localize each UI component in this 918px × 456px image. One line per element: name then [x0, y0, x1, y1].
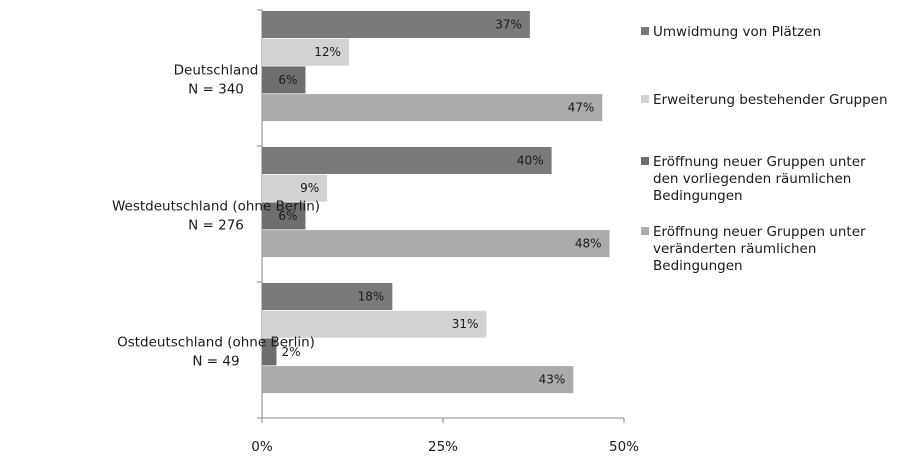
bars: [262, 11, 610, 394]
legend-label: Umwidmung von Plätzen: [653, 24, 821, 40]
data-label: 31%: [452, 317, 479, 331]
category-label: N = 49: [192, 354, 239, 370]
category-label: Deutschland: [174, 63, 259, 79]
bar: [262, 230, 610, 258]
legend-label: Eröffnung neuer Gruppen unter: [653, 224, 866, 240]
data-label: 6%: [278, 73, 297, 87]
x-tick-label: 0%: [251, 439, 273, 455]
bar: [262, 174, 328, 202]
bar: [262, 283, 393, 310]
bar: [262, 338, 277, 366]
bar: [262, 11, 530, 38]
data-label: 47%: [568, 101, 595, 115]
category-label: Westdeutschland (ohne Berlin): [112, 199, 320, 215]
category-label: N = 276: [188, 218, 244, 234]
legend-label: Erweiterung bestehender Gruppen: [653, 92, 888, 108]
bar: [262, 366, 574, 394]
legend-label: Bedingungen: [653, 188, 743, 204]
data-label: 40%: [517, 154, 544, 168]
data-label: 48%: [575, 237, 602, 251]
bar: [262, 202, 306, 230]
bar: [262, 94, 603, 122]
category-labels: Deutschland N = 340 Westdeutschland (ohne …: [112, 63, 320, 370]
data-label: 18%: [358, 290, 385, 304]
data-label: 6%: [278, 209, 297, 223]
legend-swatch: [641, 227, 649, 235]
data-label: 2%: [281, 345, 300, 359]
data-labels: 37%12%6%47%40%9%6%48%18%31%2%43%: [278, 18, 601, 387]
legend-swatch: [641, 95, 649, 103]
data-label: 12%: [314, 45, 341, 59]
category-label: Ostdeutschland (ohne Berlin): [117, 335, 315, 351]
legend: Umwidmung von Plätzen Erweiterung bestehe…: [641, 24, 888, 274]
data-label: 9%: [300, 181, 319, 195]
bar: [262, 66, 306, 94]
data-label: 43%: [539, 373, 566, 387]
legend-label: Bedingungen: [653, 258, 743, 274]
x-tick-label: 50%: [609, 439, 639, 455]
legend-label: veränderten räumlichen: [653, 241, 816, 257]
bar: [262, 147, 552, 174]
axes: 0% 25% 50%: [251, 9, 639, 455]
legend-swatch: [641, 27, 649, 35]
legend-label: Eröffnung neuer Gruppen unter: [653, 154, 866, 170]
bar: [262, 38, 349, 66]
data-label: 37%: [495, 18, 522, 32]
bar: [262, 310, 487, 338]
x-tick-label: 25%: [428, 439, 458, 455]
legend-label: den vorliegenden räumlichen: [653, 171, 851, 187]
category-label: N = 340: [188, 82, 244, 98]
legend-swatch: [641, 157, 649, 165]
